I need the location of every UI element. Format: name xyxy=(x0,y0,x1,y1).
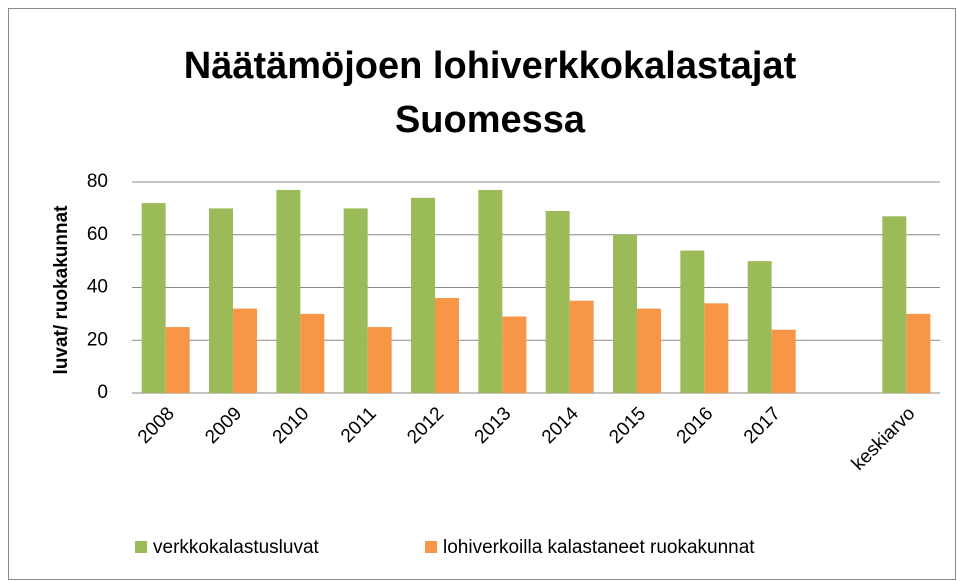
bar xyxy=(343,208,368,393)
legend-swatch xyxy=(425,541,437,553)
chart-title: Suomessa xyxy=(395,99,586,141)
y-tick-label: 40 xyxy=(87,277,108,298)
bar xyxy=(435,298,459,393)
bar xyxy=(747,261,772,393)
bar xyxy=(882,216,907,393)
bar xyxy=(704,303,729,393)
y-tick-label: 20 xyxy=(87,329,108,350)
legend-swatch xyxy=(135,541,147,553)
bar xyxy=(478,189,503,393)
bar xyxy=(411,197,435,393)
chart-title: Näätämöjoen lohiverkkokalastajat xyxy=(184,45,797,87)
legend-label: verkkokalastusluvat xyxy=(153,537,320,558)
bar xyxy=(367,327,392,393)
bar xyxy=(300,313,325,393)
bar xyxy=(141,203,166,393)
y-axis-label: luvat/ ruokakunnat xyxy=(51,205,72,375)
bar xyxy=(680,250,705,393)
bar xyxy=(545,211,570,393)
bar xyxy=(613,234,637,393)
bar xyxy=(209,208,233,393)
y-tick-label: 60 xyxy=(87,224,108,245)
bar xyxy=(276,189,301,393)
y-tick-label: 80 xyxy=(87,171,108,192)
bar xyxy=(771,329,796,393)
bar xyxy=(502,316,527,393)
bar xyxy=(569,300,594,393)
bar xyxy=(906,313,931,393)
bar xyxy=(165,327,190,393)
bar xyxy=(637,308,661,393)
y-tick-label: 0 xyxy=(97,382,108,403)
bar xyxy=(233,308,257,393)
legend-label: lohiverkoilla kalastaneet ruokakunnat xyxy=(443,537,755,558)
